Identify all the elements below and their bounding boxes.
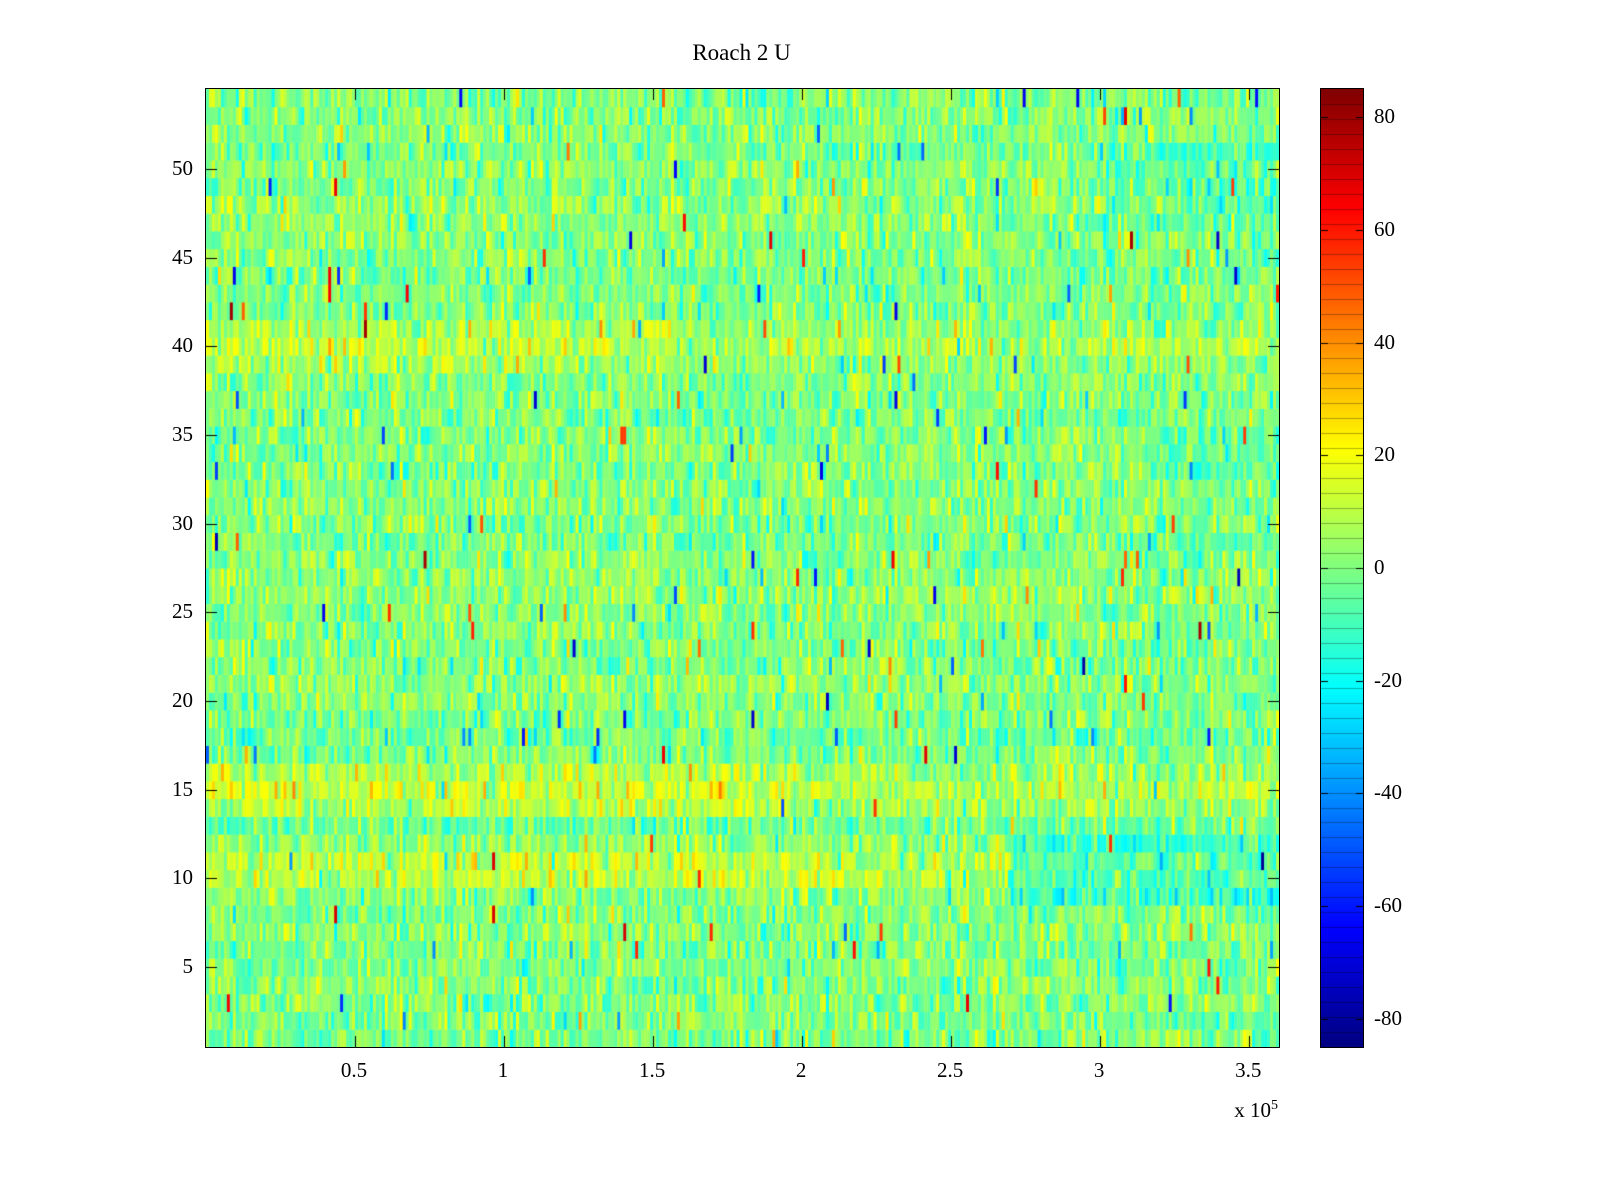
y-tick-label: 5 [182, 954, 194, 979]
colorbar-tick-label: 80 [1374, 104, 1395, 129]
colorbar-tick-label: -40 [1374, 780, 1402, 805]
x-tick-label: 1.5 [638, 1058, 666, 1082]
colorbar-tick-label: 0 [1374, 555, 1385, 579]
colorbar-tick-label: 20 [1374, 442, 1395, 467]
x-tick-label: 3.5 [1235, 1058, 1262, 1082]
x-tick-label: 2.5 [937, 1058, 964, 1082]
chart-title: Roach 2 U [692, 40, 791, 65]
y-tick-label: 50 [172, 155, 193, 180]
y-tick-label: 30 [172, 510, 193, 535]
colorbar-tick-label: -20 [1374, 667, 1402, 692]
y-tick-label: 20 [172, 688, 193, 713]
colorbar-tick-label: 40 [1374, 329, 1395, 354]
heatmap-plot-area [205, 88, 1280, 1048]
colorbar-tick-label: 60 [1374, 216, 1395, 241]
x-tick-label: 0.5 [340, 1058, 368, 1082]
colorbar-canvas [1321, 89, 1363, 1047]
x-tick-label: 2 [795, 1058, 807, 1082]
y-tick-label: 25 [172, 599, 193, 624]
y-tick-label: 10 [172, 865, 193, 890]
y-tick-label: 15 [172, 776, 193, 801]
colorbar-tick-label: -80 [1374, 1005, 1402, 1030]
heatmap-canvas [206, 89, 1279, 1047]
x-tick-label: 3 [1093, 1058, 1105, 1082]
x-scale-exponent: 5 [1271, 1098, 1278, 1113]
colorbar [1320, 88, 1364, 1048]
y-tick-label: 35 [172, 421, 193, 446]
x-scale-prefix: x 10 [1234, 1098, 1271, 1122]
colorbar-tick-label: -60 [1374, 893, 1402, 918]
y-tick-label: 40 [172, 333, 193, 358]
x-axis-scale-label: x 105 [1128, 1098, 1278, 1123]
y-tick-label: 45 [172, 244, 193, 269]
x-tick-label: 1 [497, 1058, 509, 1082]
